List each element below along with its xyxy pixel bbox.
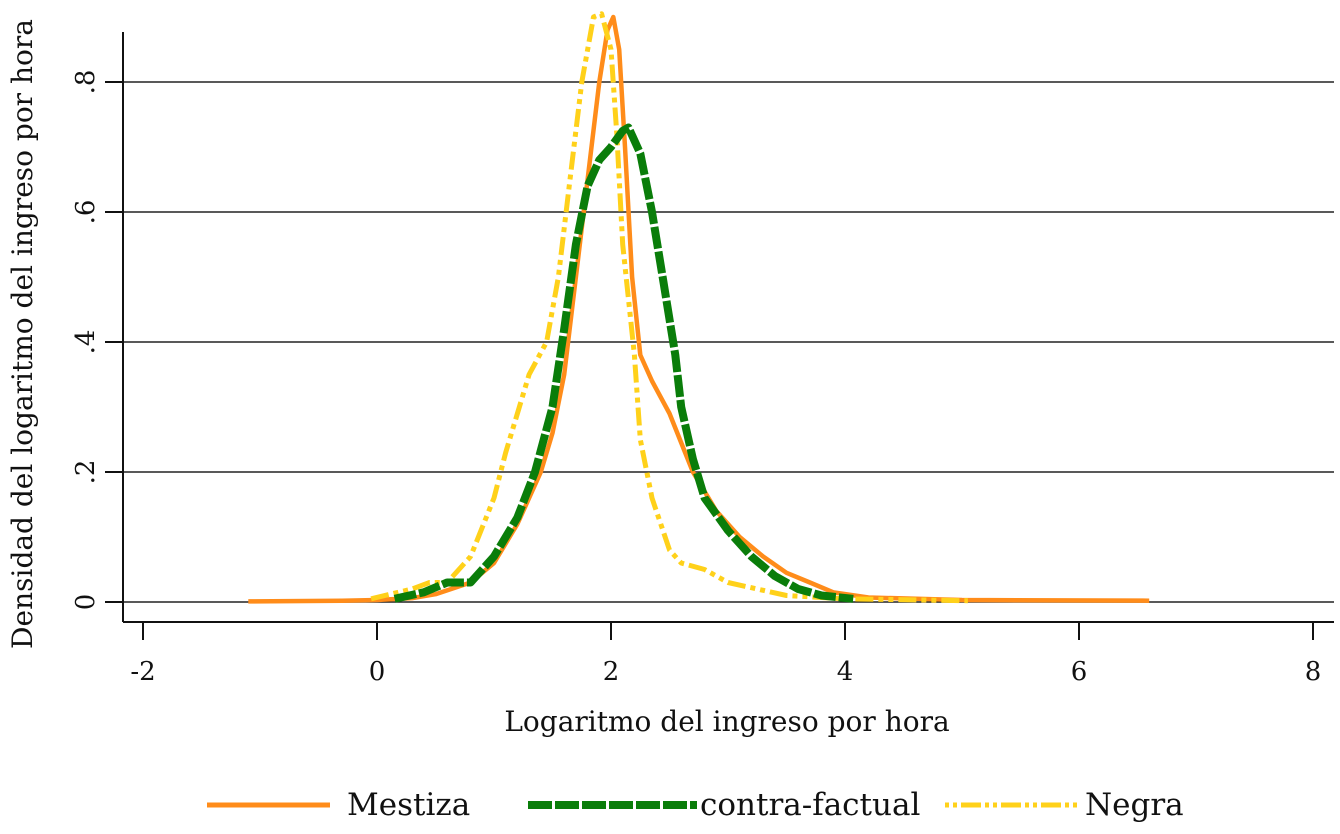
y-ticks: 0 .2 .4 .6 .8 [71, 70, 123, 611]
x-ticks: -2 0 2 4 6 8 [130, 622, 1321, 687]
x-tick-label: 0 [369, 657, 386, 687]
legend-item-mestiza: Mestiza [207, 787, 470, 823]
y-axis-title: Densidad del logaritmo del ingreso por h… [6, 19, 39, 649]
y-tick-label: .2 [71, 460, 101, 485]
y-tick-label: .4 [71, 330, 101, 355]
series-line-negra [370, 11, 968, 604]
x-axis-title: Logaritmo del ingreso por hora [504, 705, 949, 738]
legend-label-contra-factual: contra-factual [700, 787, 920, 823]
axes [122, 32, 1334, 623]
x-tick-label: 8 [1305, 657, 1322, 687]
series-line-contra-factual [393, 123, 854, 603]
series-layer [248, 11, 1150, 604]
legend-label-mestiza: Mestiza [347, 787, 470, 823]
x-tick-label: 4 [837, 657, 854, 687]
x-tick-label: -2 [130, 657, 155, 687]
y-tick-label: .8 [71, 70, 101, 95]
legend-item-contra-factual: contra-factual [528, 787, 920, 823]
series-line-mestiza [248, 14, 1150, 604]
x-tick-label: 2 [603, 657, 620, 687]
x-tick-label: 6 [1071, 657, 1088, 687]
legend-label-negra: Negra [1085, 787, 1184, 823]
legend-item-negra: Negra [945, 787, 1184, 823]
legend: Mestiza contra-factual Negra [207, 787, 1184, 823]
y-tick-label: 0 [71, 594, 101, 611]
y-tick-label: .6 [71, 200, 101, 225]
